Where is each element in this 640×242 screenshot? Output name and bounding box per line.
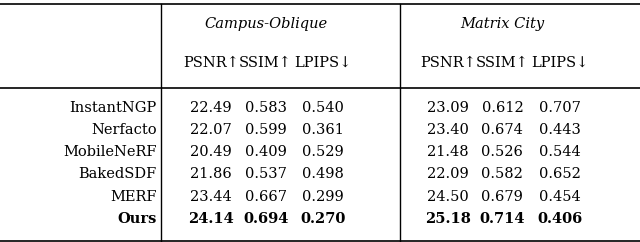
Text: 0.406: 0.406 — [538, 212, 582, 226]
Text: PSNR↑: PSNR↑ — [183, 56, 239, 70]
Text: 0.674: 0.674 — [481, 123, 524, 137]
Text: 0.529: 0.529 — [302, 145, 344, 159]
Text: 0.707: 0.707 — [539, 101, 581, 115]
Text: 20.49: 20.49 — [190, 145, 232, 159]
Text: BakedSDF: BakedSDF — [79, 167, 157, 182]
Text: 0.498: 0.498 — [302, 167, 344, 182]
Text: 0.599: 0.599 — [244, 123, 287, 137]
Text: 25.18: 25.18 — [425, 212, 471, 226]
Text: Ours: Ours — [117, 212, 157, 226]
Text: 24.50: 24.50 — [427, 190, 469, 204]
Text: 0.667: 0.667 — [244, 190, 287, 204]
Text: 0.583: 0.583 — [244, 101, 287, 115]
Text: 0.582: 0.582 — [481, 167, 524, 182]
Text: 24.14: 24.14 — [188, 212, 234, 226]
Text: 22.49: 22.49 — [190, 101, 232, 115]
Text: 0.694: 0.694 — [243, 212, 288, 226]
Text: 0.652: 0.652 — [539, 167, 581, 182]
Text: 0.443: 0.443 — [539, 123, 581, 137]
Text: 0.612: 0.612 — [481, 101, 524, 115]
Text: 23.09: 23.09 — [427, 101, 469, 115]
Text: 23.44: 23.44 — [190, 190, 232, 204]
Text: 0.526: 0.526 — [481, 145, 524, 159]
Text: 23.40: 23.40 — [427, 123, 469, 137]
Text: LPIPS↓: LPIPS↓ — [531, 56, 589, 70]
Text: 22.07: 22.07 — [190, 123, 232, 137]
Text: Nerfacto: Nerfacto — [91, 123, 157, 137]
Text: 0.454: 0.454 — [539, 190, 581, 204]
Text: 0.299: 0.299 — [302, 190, 344, 204]
Text: Campus-Oblique: Campus-Oblique — [204, 17, 327, 31]
Text: MobileNeRF: MobileNeRF — [63, 145, 157, 159]
Text: 0.537: 0.537 — [244, 167, 287, 182]
Text: 0.409: 0.409 — [244, 145, 287, 159]
Text: 0.540: 0.540 — [302, 101, 344, 115]
Text: InstantNGP: InstantNGP — [70, 101, 157, 115]
Text: 0.361: 0.361 — [302, 123, 344, 137]
Text: LPIPS↓: LPIPS↓ — [294, 56, 352, 70]
Text: SSIM↑: SSIM↑ — [239, 56, 292, 70]
Text: SSIM↑: SSIM↑ — [476, 56, 529, 70]
Text: 22.09: 22.09 — [427, 167, 469, 182]
Text: 0.714: 0.714 — [479, 212, 525, 226]
Text: MERF: MERF — [110, 190, 157, 204]
Text: Matrix City: Matrix City — [460, 17, 545, 31]
Text: 21.48: 21.48 — [427, 145, 469, 159]
Text: 21.86: 21.86 — [190, 167, 232, 182]
Text: 0.679: 0.679 — [481, 190, 524, 204]
Text: 0.270: 0.270 — [301, 212, 346, 226]
Text: 0.544: 0.544 — [539, 145, 581, 159]
Text: PSNR↑: PSNR↑ — [420, 56, 476, 70]
